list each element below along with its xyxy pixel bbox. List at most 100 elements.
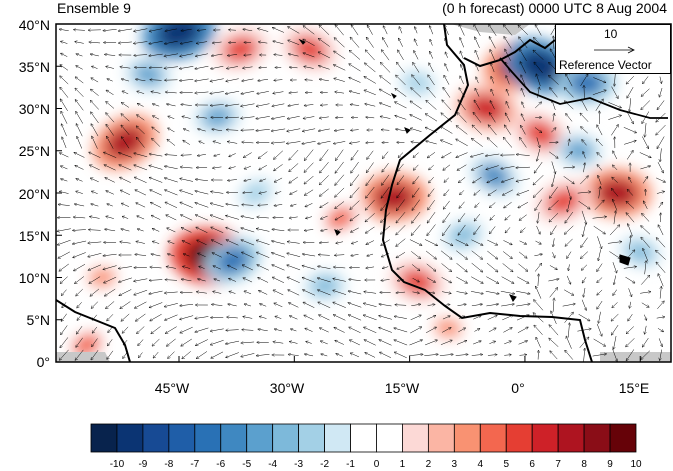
wind-vector bbox=[319, 25, 330, 36]
wind-vector bbox=[489, 37, 496, 49]
wind-vector bbox=[274, 80, 283, 81]
coastlines bbox=[56, 24, 671, 362]
wind-vector bbox=[366, 226, 375, 233]
wind-vector bbox=[290, 190, 298, 195]
wind-vector bbox=[383, 26, 388, 35]
wind-vector bbox=[271, 128, 286, 131]
wind-vector bbox=[568, 139, 569, 146]
wind-vector bbox=[502, 263, 513, 271]
wind-vector bbox=[581, 99, 588, 111]
colorbar-tick-label: 9 bbox=[607, 459, 613, 470]
wind-vector bbox=[195, 203, 209, 208]
lat-label: 40°N bbox=[18, 17, 50, 33]
wind-vector bbox=[506, 76, 510, 85]
wind-vector bbox=[271, 142, 286, 143]
wind-vector bbox=[426, 316, 436, 320]
wind-vector bbox=[320, 149, 329, 160]
wind-vector bbox=[474, 189, 481, 195]
wind-vector bbox=[612, 302, 618, 307]
wind-vector bbox=[320, 341, 328, 345]
wind-vector bbox=[565, 350, 574, 360]
wind-vector bbox=[607, 242, 622, 244]
wind-vector bbox=[381, 279, 390, 280]
wind-vector bbox=[550, 88, 558, 98]
reference-vector-box: 10 Reference Vector bbox=[555, 24, 671, 74]
wind-vector bbox=[382, 253, 390, 257]
wind-vector bbox=[74, 153, 85, 158]
wind-vector bbox=[152, 338, 160, 346]
wind-vector bbox=[516, 304, 530, 307]
wind-vector bbox=[410, 315, 421, 321]
negative-anomaly bbox=[568, 70, 605, 96]
wind-vector bbox=[597, 263, 603, 272]
colorbar-tick-label: -2 bbox=[320, 459, 330, 470]
wind-vector bbox=[243, 67, 253, 68]
wind-vector bbox=[211, 227, 224, 233]
wind-vector bbox=[579, 337, 589, 348]
wind-vector bbox=[150, 267, 162, 268]
wind-vector bbox=[598, 311, 601, 323]
wind-vector bbox=[333, 302, 346, 308]
wind-vector bbox=[210, 339, 224, 345]
wind-vector bbox=[122, 326, 129, 333]
wind-vector bbox=[471, 152, 484, 157]
wind-vector bbox=[397, 62, 405, 73]
wind-vector bbox=[613, 211, 616, 225]
wind-vector bbox=[226, 117, 239, 118]
wind-vector bbox=[366, 174, 375, 186]
wind-vector bbox=[380, 352, 392, 358]
wind-vector bbox=[658, 338, 662, 346]
wind-vector bbox=[165, 326, 177, 334]
wind-vector bbox=[553, 238, 554, 246]
wind-vector bbox=[333, 315, 346, 321]
wind-vector bbox=[214, 154, 221, 156]
wind-vector bbox=[61, 179, 68, 182]
wind-vector bbox=[506, 89, 510, 96]
wind-vector bbox=[549, 75, 559, 85]
wind-vector bbox=[426, 141, 437, 145]
wind-vector bbox=[641, 100, 651, 109]
wind-vector bbox=[475, 50, 480, 60]
wind-vector bbox=[641, 88, 650, 97]
wind-vector bbox=[59, 263, 69, 271]
wind-vector bbox=[107, 79, 113, 82]
wind-vector bbox=[181, 155, 192, 156]
wind-vector bbox=[516, 315, 529, 321]
wind-vector bbox=[626, 326, 634, 333]
wind-vector bbox=[243, 278, 253, 283]
positive-anomaly bbox=[523, 120, 558, 148]
lon-label: 15°E bbox=[618, 380, 650, 396]
wind-vector bbox=[226, 240, 239, 246]
wind-vector bbox=[490, 214, 495, 220]
wind-vector bbox=[135, 301, 147, 308]
wind-vector bbox=[273, 91, 284, 94]
wind-vector bbox=[106, 90, 114, 95]
wind-vector bbox=[244, 291, 252, 295]
wind-vector bbox=[425, 340, 437, 346]
wind-vector bbox=[288, 27, 300, 34]
wind-vector bbox=[61, 313, 67, 321]
wind-vector bbox=[183, 254, 190, 257]
wind-vector bbox=[504, 202, 512, 208]
wind-vector bbox=[351, 254, 359, 255]
wind-vector bbox=[517, 327, 528, 333]
wind-vector bbox=[318, 128, 330, 131]
wind-vector bbox=[609, 225, 620, 236]
positive-anomaly bbox=[467, 94, 506, 123]
wind-vector bbox=[180, 41, 193, 43]
wind-vector bbox=[472, 125, 483, 136]
wind-vector bbox=[522, 102, 525, 109]
wind-vector bbox=[272, 253, 285, 258]
wind-vector bbox=[583, 287, 585, 297]
wind-vector bbox=[226, 340, 240, 344]
colorbar-box bbox=[142, 423, 170, 453]
wind-vector bbox=[104, 276, 117, 283]
wind-vector bbox=[259, 192, 267, 194]
wind-vector bbox=[134, 41, 148, 43]
wind-vector bbox=[443, 212, 451, 223]
wind-vector bbox=[212, 304, 223, 305]
wind-vector bbox=[91, 301, 99, 309]
wind-vector bbox=[564, 289, 574, 295]
wind-vector bbox=[168, 254, 175, 257]
wind-vector bbox=[519, 240, 527, 244]
